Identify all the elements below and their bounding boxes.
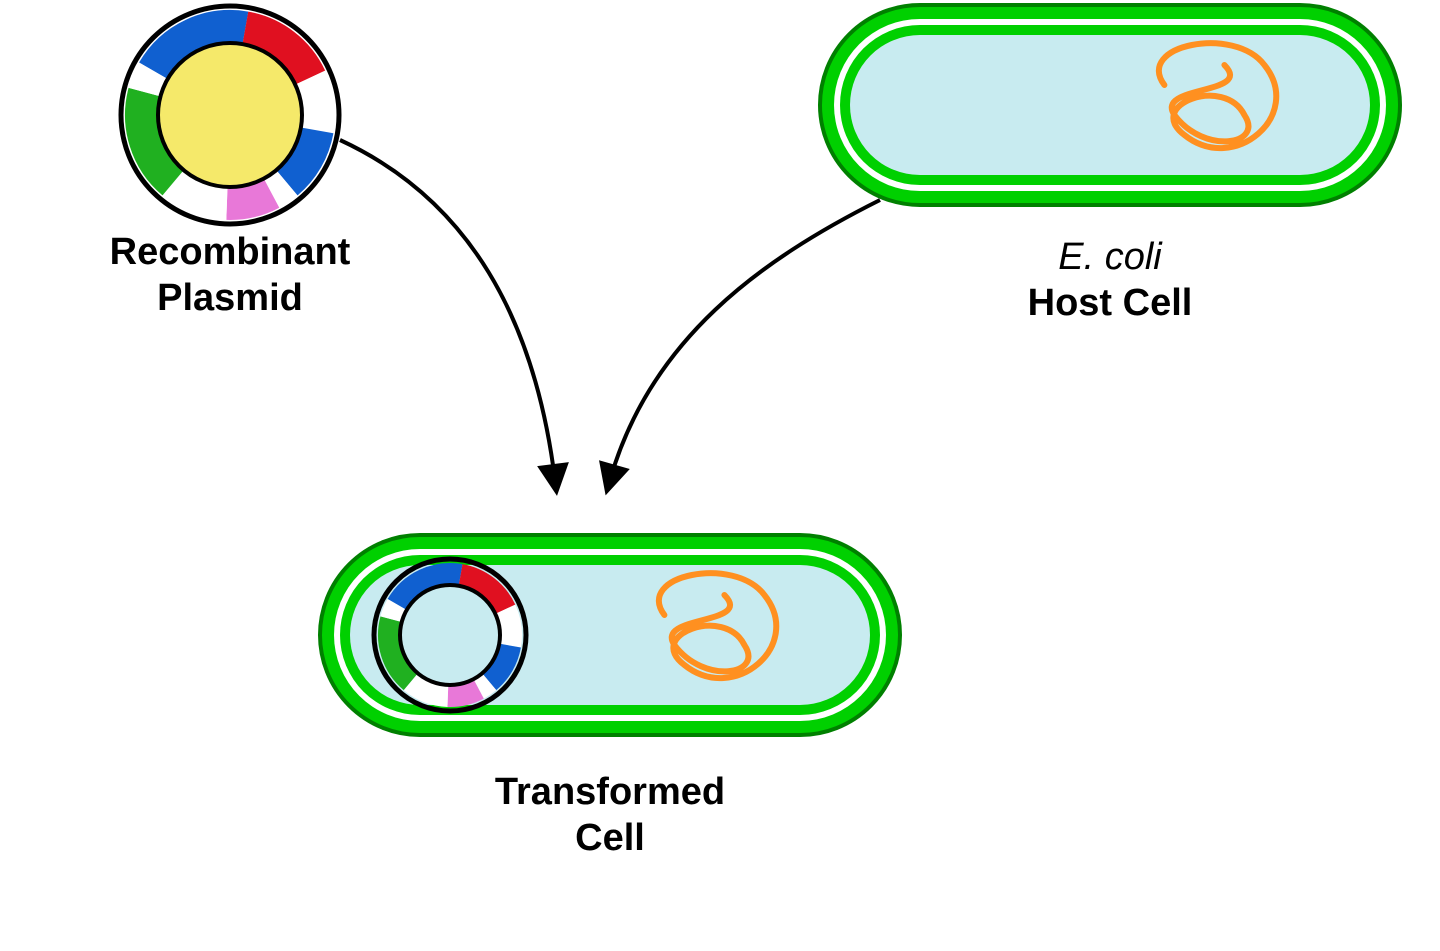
transformed-label-line2: Cell: [575, 817, 645, 859]
host-label-line2: Host Cell: [1028, 282, 1193, 324]
plasmid-label-line2: Plasmid: [157, 277, 303, 319]
plasmid-label-line1: Recombinant: [110, 231, 351, 273]
plasmid-label: Recombinant Plasmid: [45, 230, 415, 321]
host-label-line1: E. coli: [1058, 236, 1161, 278]
transformation-diagram: Recombinant Plasmid E. coli Host Cell Tr…: [0, 0, 1440, 946]
transformed-label: Transformed Cell: [400, 770, 820, 861]
host-label: E. coli Host Cell: [960, 235, 1260, 326]
transformed-label-line1: Transformed: [495, 771, 725, 813]
